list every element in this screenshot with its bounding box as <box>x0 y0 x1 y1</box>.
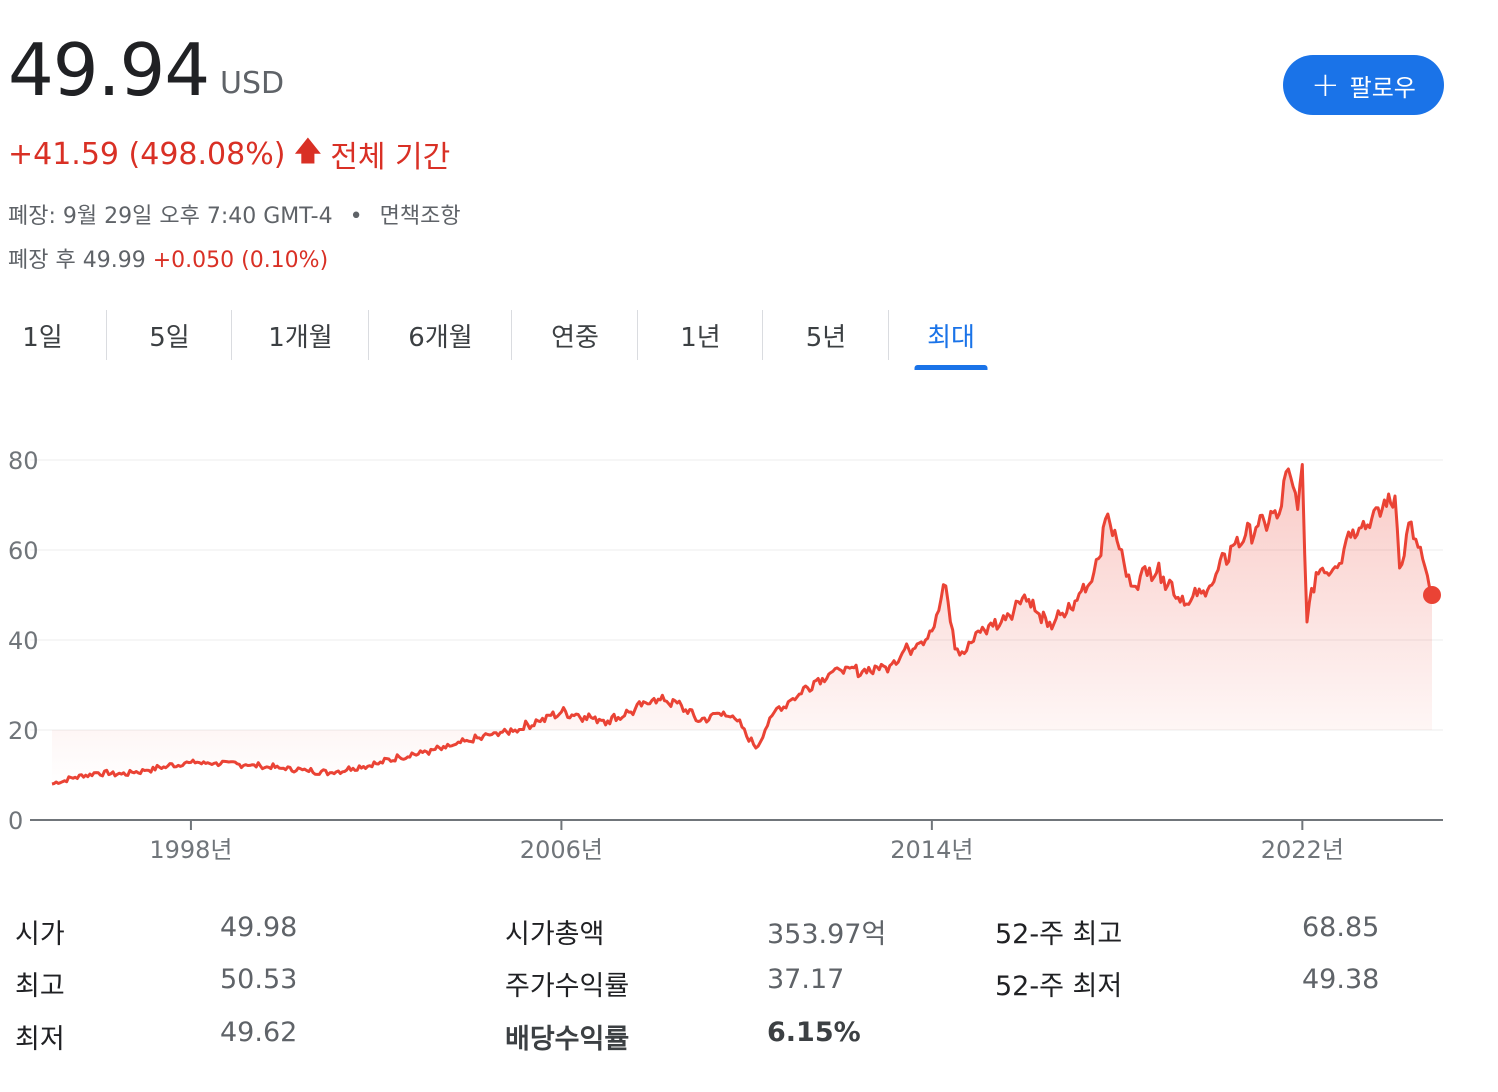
stat-yield-label: 배당수익률 <box>505 1024 630 1055</box>
stat-low-value: 49.62 <box>220 1017 298 1048</box>
stat-pe-label: 주가수익률 <box>505 971 630 1002</box>
follow-button[interactable]: + 팔로우 <box>1283 55 1444 115</box>
tab-ytd[interactable]: 연중 <box>512 310 638 360</box>
stat-mktcap-value: 353.97억 <box>767 919 887 950</box>
follow-label: 팔로우 <box>1349 73 1416 102</box>
x-tick-label: 1998년 <box>149 836 232 864</box>
after-hours-price: 폐장 후 49.99 <box>8 248 146 273</box>
price-chart[interactable]: 0 20 40 60 80 1998년 2006년 2014년 2022년 <box>0 430 1498 870</box>
closed-time: 폐장: 9월 29일 오후 7:40 GMT-4 <box>8 204 333 229</box>
stat-52w-low-label: 52-주 최저 <box>995 971 1123 1002</box>
tab-1m[interactable]: 1개월 <box>232 310 369 360</box>
after-hours-change: +0.050 (0.10%) <box>152 248 329 273</box>
change-value: +41.59 (498.08%) <box>8 136 286 172</box>
stat-yield-value: 6.15% <box>767 1017 861 1048</box>
y-tick-label: 0 <box>8 807 23 835</box>
stat-open-label: 시가 <box>15 919 65 950</box>
price-change: +41.59 (498.08%) 🡅 전체 기간 <box>8 130 450 178</box>
stat-high-label: 최고 <box>15 971 65 1002</box>
tab-6m[interactable]: 6개월 <box>369 310 512 360</box>
after-hours: 폐장 후 49.99 +0.050 (0.10%) <box>8 242 328 274</box>
plus-icon: + <box>1311 65 1340 105</box>
market-status: 폐장: 9월 29일 오후 7:40 GMT-4 • 면책조항 <box>8 198 461 230</box>
change-period: 전체 기간 <box>330 140 451 175</box>
stat-low-label: 최저 <box>15 1024 65 1055</box>
arrow-up-icon: 🡅 <box>293 134 323 167</box>
y-tick-label: 60 <box>8 537 39 565</box>
current-price: 49.94 <box>8 28 210 112</box>
y-tick-label: 20 <box>8 717 39 745</box>
active-tab-indicator <box>914 365 988 370</box>
tab-1y[interactable]: 1년 <box>638 310 763 360</box>
stat-pe-value: 37.17 <box>767 964 845 995</box>
tab-1d[interactable]: 1일 <box>0 310 107 360</box>
price-area <box>52 464 1432 784</box>
x-tick-label: 2022년 <box>1261 836 1344 864</box>
tab-max[interactable]: 최대 <box>889 310 1013 370</box>
y-tick-label: 80 <box>8 447 39 475</box>
disclaimer-link[interactable]: 면책조항 <box>379 204 461 229</box>
tab-5y[interactable]: 5년 <box>763 310 889 360</box>
separator-dot: • <box>349 204 363 229</box>
range-tabs: 1일 5일 1개월 6개월 연중 1년 5년 최대 <box>0 310 1013 370</box>
currency-label: USD <box>220 66 285 101</box>
x-axis: 1998년 2006년 2014년 2022년 <box>149 820 1344 864</box>
stat-52w-high-value: 68.85 <box>1302 912 1380 943</box>
y-axis: 0 20 40 60 80 <box>8 447 39 835</box>
x-tick-label: 2006년 <box>520 836 603 864</box>
tab-5d[interactable]: 5일 <box>107 310 232 360</box>
stat-52w-high-label: 52-주 최고 <box>995 919 1123 950</box>
stat-open-value: 49.98 <box>220 912 298 943</box>
stat-52w-low-value: 49.38 <box>1302 964 1380 995</box>
stat-high-value: 50.53 <box>220 964 298 995</box>
x-tick-label: 2014년 <box>890 836 973 864</box>
price-line <box>51 463 1434 786</box>
y-tick-label: 40 <box>8 627 39 655</box>
stat-mktcap-label: 시가총액 <box>505 919 605 950</box>
last-price-marker <box>1423 586 1441 604</box>
